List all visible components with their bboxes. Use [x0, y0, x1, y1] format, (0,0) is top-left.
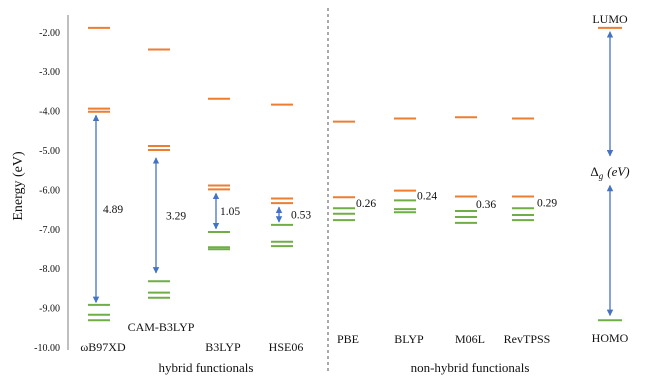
legend: LUMO HOMO Δg (eV): [590, 12, 629, 345]
legend-gap-symbol: Δ: [590, 164, 598, 179]
functional-label: HSE06: [269, 340, 304, 354]
gap-value-label: 4.89: [103, 204, 123, 216]
functional-label: PBE: [337, 332, 359, 346]
y-tick-label: -2.00: [39, 28, 60, 39]
gap-annotations: 4.89 3.29 1.05 0.53 0.26 0.24 0.36 0.29: [92, 114, 557, 304]
y-tick-label: -10.00: [34, 343, 60, 354]
legend-gap-label: Δg (eV): [590, 164, 629, 181]
legend-homo-label: HOMO: [592, 331, 629, 345]
functional-label: RevTPSS: [504, 332, 551, 346]
legend-lumo-label: LUMO: [592, 12, 628, 26]
functional-label: ωB97XD: [80, 340, 126, 354]
y-tick-label: -8.00: [39, 264, 60, 275]
legend-gap-unit: (eV): [607, 164, 629, 179]
y-tick-label: -3.00: [39, 67, 60, 78]
gap-value-label: 0.26: [356, 198, 376, 210]
gap-value-label: 0.53: [291, 210, 311, 222]
y-axis-label: Energy (eV): [11, 151, 26, 221]
gap-value-label: 0.29: [537, 197, 557, 209]
y-tick-label: -4.00: [39, 107, 60, 118]
group-label-hybrid: hybrid functionals: [159, 360, 254, 375]
y-tick-label: -6.00: [39, 185, 60, 196]
gap-value-label: 1.05: [220, 206, 240, 218]
gap-value-label: 0.36: [476, 199, 496, 211]
functional-label: BLYP: [394, 332, 424, 346]
y-tick-label: -9.00: [39, 304, 60, 315]
functional-label: B3LYP: [205, 340, 241, 354]
gap-value-label: 3.29: [166, 210, 186, 222]
group-label-nonhybrid: non-hybrid functionals: [411, 360, 530, 375]
functional-label: M06L: [455, 332, 485, 346]
legend-gap-subscript: g: [599, 171, 604, 181]
y-axis-ticks: -2.00 -3.00 -4.00 -5.00 -6.00 -7.00 -8.00 -9.00…: [34, 28, 60, 354]
y-tick-label: -5.00: [39, 146, 60, 157]
functional-label: CAM-B3LYP: [128, 320, 195, 334]
y-tick-label: -7.00: [39, 225, 60, 236]
legend-marks: [598, 26, 622, 322]
gap-value-label: 0.24: [417, 190, 437, 202]
energy-levels: [88, 26, 534, 322]
